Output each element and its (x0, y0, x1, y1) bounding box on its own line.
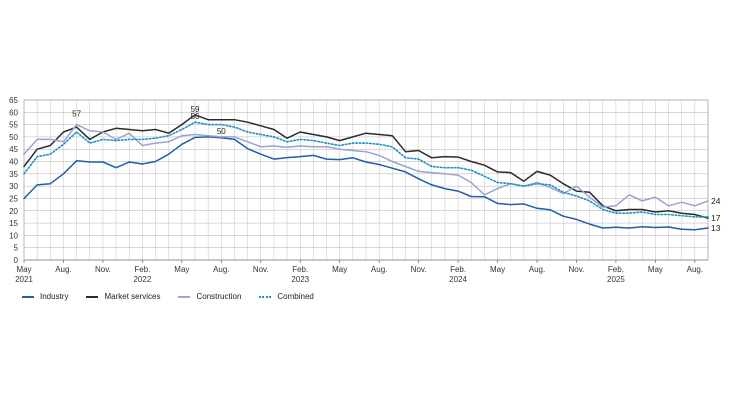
y-tick-label: 40 (9, 158, 18, 167)
x-tick-label: Aug. (371, 265, 387, 274)
y-tick-label: 60 (9, 108, 18, 117)
series-lines (23, 114, 709, 231)
end-value-label: 17 (711, 213, 721, 223)
y-tick-label: 30 (9, 182, 18, 191)
x-tick-label: Feb. (134, 265, 150, 274)
y-tick-label: 15 (9, 219, 18, 228)
x-tick-label: May (174, 265, 189, 274)
y-tick-label: 45 (9, 145, 18, 154)
legend-label-industry: Industry (40, 292, 69, 301)
y-tick-label: 55 (9, 121, 18, 130)
legend-item-combined: Combined (259, 292, 314, 301)
gridlines (23, 99, 709, 261)
x-tick-year: 2021 (15, 275, 33, 284)
peak-annotation: 50 (217, 127, 226, 136)
peak-annotation: 56 (191, 112, 200, 121)
peak-annotation: 59 (191, 105, 200, 114)
peak-annotation: 57 (72, 110, 81, 119)
x-tick-label: Nov. (569, 265, 585, 274)
x-tick-label: May (332, 265, 347, 274)
legend-swatch-combined (259, 295, 272, 298)
y-tick-label: 25 (9, 194, 18, 203)
x-tick-label: Feb. (292, 265, 308, 274)
y-tick-label: 20 (9, 207, 18, 216)
x-tick-year: 2025 (607, 275, 625, 284)
y-tick-label: 10 (9, 231, 18, 240)
end-value-label: 13 (711, 223, 721, 233)
x-tick-label: May (16, 265, 31, 274)
x-tick-label: Aug. (213, 265, 229, 274)
plot-frame (23, 99, 709, 261)
x-tick-year: 2024 (449, 275, 467, 284)
legend-swatch-industry (22, 295, 34, 298)
x-tick-label: Aug. (55, 265, 71, 274)
x-tick-label: Nov. (411, 265, 427, 274)
x-tick-label: Feb. (450, 265, 466, 274)
x-tick-year: 2022 (133, 275, 151, 284)
x-tick-label: Nov. (95, 265, 111, 274)
legend: Industry Market services Construction Co… (22, 292, 314, 301)
y-tick-label: 50 (9, 133, 18, 142)
x-tick-label: May (490, 265, 505, 274)
legend-item-industry: Industry (22, 292, 68, 301)
series-line-market-services (23, 114, 709, 219)
legend-item-market-services: Market services (86, 292, 160, 301)
series-line-combined (23, 121, 709, 218)
legend-item-construction: Construction (178, 292, 241, 301)
y-tick-label: 35 (9, 170, 18, 179)
legend-label-combined: Combined (277, 292, 314, 301)
y-tick-label: 65 (9, 96, 18, 105)
y-tick-label: 0 (14, 256, 19, 265)
x-tick-label: Nov. (253, 265, 269, 274)
legend-swatch-construction (178, 295, 191, 298)
legend-label-construction: Construction (196, 292, 242, 301)
legend-label-market-services: Market services (104, 292, 161, 301)
series-line-industry (23, 136, 709, 231)
y-tick-label: 5 (14, 244, 19, 253)
x-tick-label: May (648, 265, 663, 274)
y-axis: 0 5 10 15 20 25 30 35 40 45 50 55 60 65 (9, 96, 18, 265)
x-tick-label: Aug. (529, 265, 545, 274)
x-tick-label: Aug. (687, 265, 703, 274)
legend-swatch-market-services (86, 295, 99, 298)
series-line-construction (23, 123, 709, 208)
x-tick-label: Feb. (608, 265, 624, 274)
x-tick-year: 2023 (291, 275, 309, 284)
end-value-label: 24 (711, 196, 721, 206)
